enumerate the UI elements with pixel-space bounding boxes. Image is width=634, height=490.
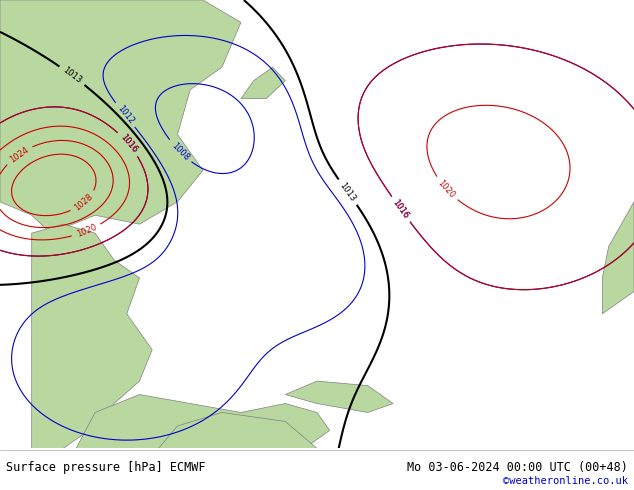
Polygon shape	[241, 67, 285, 98]
Text: 1016: 1016	[118, 133, 139, 155]
Text: ©weatheronline.co.uk: ©weatheronline.co.uk	[503, 476, 628, 486]
Text: 1024: 1024	[8, 145, 30, 164]
Text: 1013: 1013	[61, 66, 83, 85]
Text: 1020: 1020	[436, 178, 456, 200]
Polygon shape	[32, 224, 152, 448]
Text: 1012: 1012	[115, 104, 135, 126]
Text: 1016: 1016	[118, 133, 139, 155]
Text: 1008: 1008	[169, 141, 190, 162]
Text: 1016: 1016	[391, 198, 411, 220]
Polygon shape	[602, 202, 634, 314]
Text: 1016: 1016	[391, 198, 411, 220]
Polygon shape	[158, 413, 317, 448]
Text: 1028: 1028	[73, 192, 95, 213]
Polygon shape	[76, 394, 330, 448]
Polygon shape	[0, 0, 241, 233]
Text: Mo 03-06-2024 00:00 UTC (00+48): Mo 03-06-2024 00:00 UTC (00+48)	[407, 461, 628, 474]
Text: 1013: 1013	[338, 181, 358, 203]
Polygon shape	[285, 381, 393, 413]
Text: Surface pressure [hPa] ECMWF: Surface pressure [hPa] ECMWF	[6, 461, 206, 474]
Text: 1020: 1020	[75, 223, 98, 239]
